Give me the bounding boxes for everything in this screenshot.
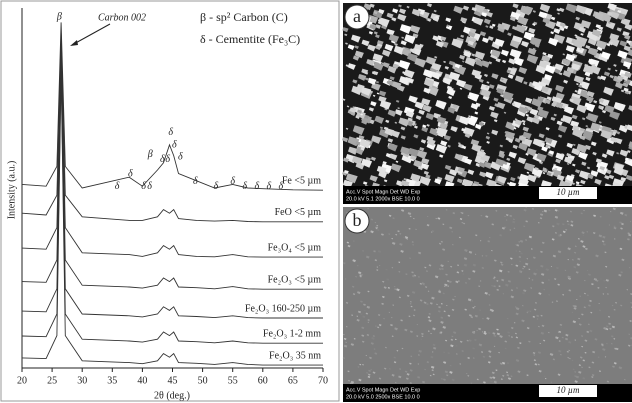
peak-label: δ <box>172 139 177 150</box>
sem-image: Acc.V Spot Magn Det WD Exp20.0 kV 5.1 20… <box>342 3 632 204</box>
peak-label: δ <box>230 176 235 187</box>
peak-label: δ <box>254 181 259 192</box>
chart-frame <box>1 1 339 401</box>
panel-label: b <box>353 210 362 230</box>
x-tick-label: 30 <box>77 375 87 386</box>
peak-label: δ <box>214 181 219 192</box>
peak-label: δ <box>279 181 284 192</box>
peak-label: δ <box>178 151 183 162</box>
series-label: Fe₂O₃ <5 µm <box>268 274 322 285</box>
x-tick-label: 35 <box>107 375 117 386</box>
peak-label: δ <box>266 181 271 192</box>
x-tick-label: 50 <box>198 375 208 386</box>
x-tick-label: 70 <box>318 375 328 386</box>
peak-label: δ <box>141 181 146 192</box>
info-values: 20.0 kV 5.1 2000x BSE 10.0 0 <box>346 196 420 202</box>
x-tick-label: 60 <box>258 375 268 386</box>
panel-label: a <box>353 6 361 26</box>
annotation: Carbon 002 <box>98 12 146 23</box>
sem-image: Acc.V Spot Magn Det WD Exp20.0 kV 5.0 25… <box>343 207 632 402</box>
series-label: Fe₃O₄ <5 µm <box>268 242 322 253</box>
info-header: Acc.V Spot Magn Det WD Exp <box>346 189 420 195</box>
x-tick-label: 45 <box>168 375 178 386</box>
peak-label: δ <box>168 127 173 138</box>
x-tick-label: 40 <box>137 375 147 386</box>
x-tick-label: 20 <box>17 375 27 386</box>
series-label: FeO <5 µm <box>275 207 322 218</box>
x-label: 2θ (deg.) <box>154 390 190 401</box>
peak-label: β <box>56 11 62 22</box>
peak-label: δ <box>193 176 198 187</box>
x-tick-label: 55 <box>228 375 238 386</box>
series-label: Fe₂O₃ 35 nm <box>269 350 321 361</box>
figure: Intensity (a.u.) 2θ (deg.) Carbon 002 β … <box>0 0 632 403</box>
info-header: Acc.V Spot Magn Det WD Exp <box>346 387 420 393</box>
legend-note: δ - Cementite (Fe₃C) <box>200 32 300 46</box>
peak-label: δ <box>160 154 165 165</box>
peak-label: δ <box>128 168 133 179</box>
peak-label: δ <box>242 181 247 192</box>
series-label: Fe₂O₃ 160-250 µm <box>245 303 321 314</box>
x-tick-label: 25 <box>47 375 57 386</box>
x-tick-label: 65 <box>288 375 298 386</box>
scale-label: 10 µm <box>557 187 580 197</box>
scale-label: 10 µm <box>557 385 580 395</box>
peak-label: δ <box>147 181 152 192</box>
legend-note: β - sp² Carbon (C) <box>200 10 288 24</box>
peak-label: δ <box>165 154 170 165</box>
series-label: Fe₂O₃ 1-2 mm <box>263 328 321 339</box>
peak-label: δ <box>115 181 120 192</box>
series-label: Fe <5 µm <box>282 175 321 186</box>
peak-label: β <box>147 149 153 160</box>
info-values: 20.0 kV 5.0 2500x BSE 10.0 0 <box>346 394 420 400</box>
y-label: Intensity (a.u.) <box>6 161 17 220</box>
